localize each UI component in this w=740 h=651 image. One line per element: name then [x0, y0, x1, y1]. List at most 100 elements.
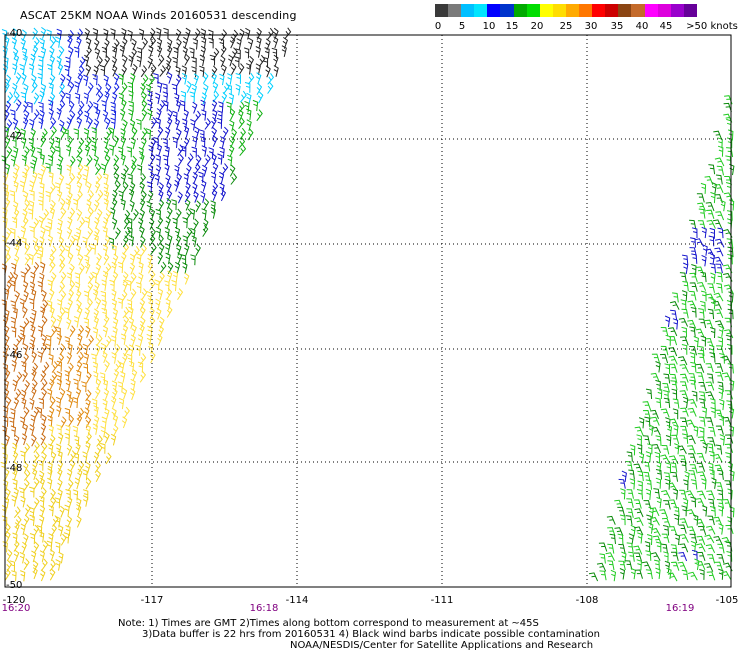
wind-barb	[700, 290, 707, 302]
wind-barb	[111, 217, 118, 230]
wind-barb	[194, 126, 200, 139]
wind-barb	[245, 27, 251, 40]
wind-barb	[201, 109, 207, 121]
wind-barb	[192, 101, 198, 114]
legend-swatch	[565, 4, 580, 17]
wind-barb	[91, 127, 97, 139]
wind-barb	[714, 157, 725, 167]
wind-barb	[112, 82, 120, 95]
wind-barb	[642, 435, 651, 446]
wind-barb	[74, 81, 80, 93]
wind-barb	[162, 83, 168, 94]
wind-barb	[31, 351, 37, 364]
wind-barb	[33, 451, 40, 463]
wind-barb	[210, 200, 216, 212]
wind-barb	[75, 289, 82, 302]
wind-barb	[82, 236, 88, 248]
wind-barb	[29, 506, 35, 519]
wind-barb	[624, 560, 633, 570]
wind-barb	[96, 435, 103, 447]
wind-barb	[69, 235, 76, 248]
wind-barb	[697, 525, 707, 536]
wind-barb	[105, 209, 112, 222]
wind-barb	[82, 173, 88, 186]
wind-barb	[65, 489, 71, 500]
wind-barb	[719, 398, 725, 411]
wind-barb	[6, 560, 13, 573]
wind-barb	[138, 146, 144, 159]
wind-barb	[86, 100, 94, 113]
wind-barb	[20, 271, 26, 283]
wind-barb	[136, 282, 142, 294]
wind-barb	[139, 208, 146, 221]
wind-barb	[105, 83, 112, 96]
wind-barb	[680, 407, 689, 417]
wind-barb	[139, 370, 147, 383]
wind-barb	[111, 92, 118, 105]
wind-barb	[19, 325, 25, 337]
wind-barb	[47, 154, 54, 167]
wind-barb	[36, 252, 42, 264]
wind-barb	[717, 227, 724, 239]
wind-barb	[139, 225, 145, 238]
wind-barb	[19, 551, 25, 564]
wind-barb	[128, 108, 134, 121]
wind-barb	[630, 567, 636, 580]
wind-barb	[73, 234, 80, 246]
legend-swatch	[644, 4, 658, 17]
wind-barb	[136, 55, 142, 68]
wind-barb	[55, 559, 61, 571]
wind-barb	[110, 101, 116, 113]
wind-barb	[717, 336, 724, 348]
wind-barb	[689, 272, 698, 283]
wind-barb	[213, 47, 220, 60]
wind-barb	[100, 425, 106, 438]
wind-barb	[60, 290, 67, 303]
wind-barb	[49, 488, 56, 501]
wind-barb	[284, 27, 292, 40]
wind-barb	[66, 164, 72, 177]
wind-barb	[708, 164, 716, 175]
wind-barb	[672, 408, 679, 420]
wind-barb	[111, 395, 117, 408]
wind-barb	[47, 279, 53, 291]
wind-barb	[13, 254, 20, 267]
wind-barb	[47, 388, 53, 400]
wind-barb	[705, 201, 715, 212]
wind-barb	[33, 406, 40, 419]
wind-barb	[101, 100, 107, 112]
wind-barb	[19, 298, 25, 310]
wind-barb	[614, 499, 624, 509]
wind-barb	[146, 290, 153, 303]
wind-barb	[246, 108, 252, 120]
longitude-label: -111	[430, 595, 454, 606]
wind-barb	[85, 46, 92, 58]
map-frame	[4, 34, 732, 588]
wind-barb	[111, 289, 117, 301]
wind-barb	[39, 477, 46, 490]
wind-barb	[201, 92, 207, 105]
wind-barb	[111, 352, 117, 364]
legend-swatch	[474, 4, 488, 17]
wind-barb	[687, 300, 697, 310]
wind-barb	[6, 119, 13, 132]
wind-barb	[718, 414, 724, 426]
wind-barb	[219, 146, 225, 159]
wind-barb	[157, 333, 163, 346]
wind-barb	[195, 243, 201, 256]
wind-barb	[718, 387, 724, 399]
wind-barb	[159, 65, 167, 77]
wind-barb	[22, 423, 28, 435]
wind-barb	[4, 162, 11, 175]
latitude-label: -42	[6, 131, 23, 142]
wind-barb	[22, 54, 28, 66]
wind-barb	[65, 144, 72, 157]
wind-barb	[588, 572, 599, 582]
wind-barb	[126, 299, 133, 311]
wind-barb	[93, 451, 100, 464]
wind-barb	[203, 198, 210, 211]
wind-barb	[234, 56, 240, 68]
wind-barb	[645, 479, 652, 490]
wind-barb	[696, 490, 707, 500]
wind-barb	[4, 252, 12, 265]
